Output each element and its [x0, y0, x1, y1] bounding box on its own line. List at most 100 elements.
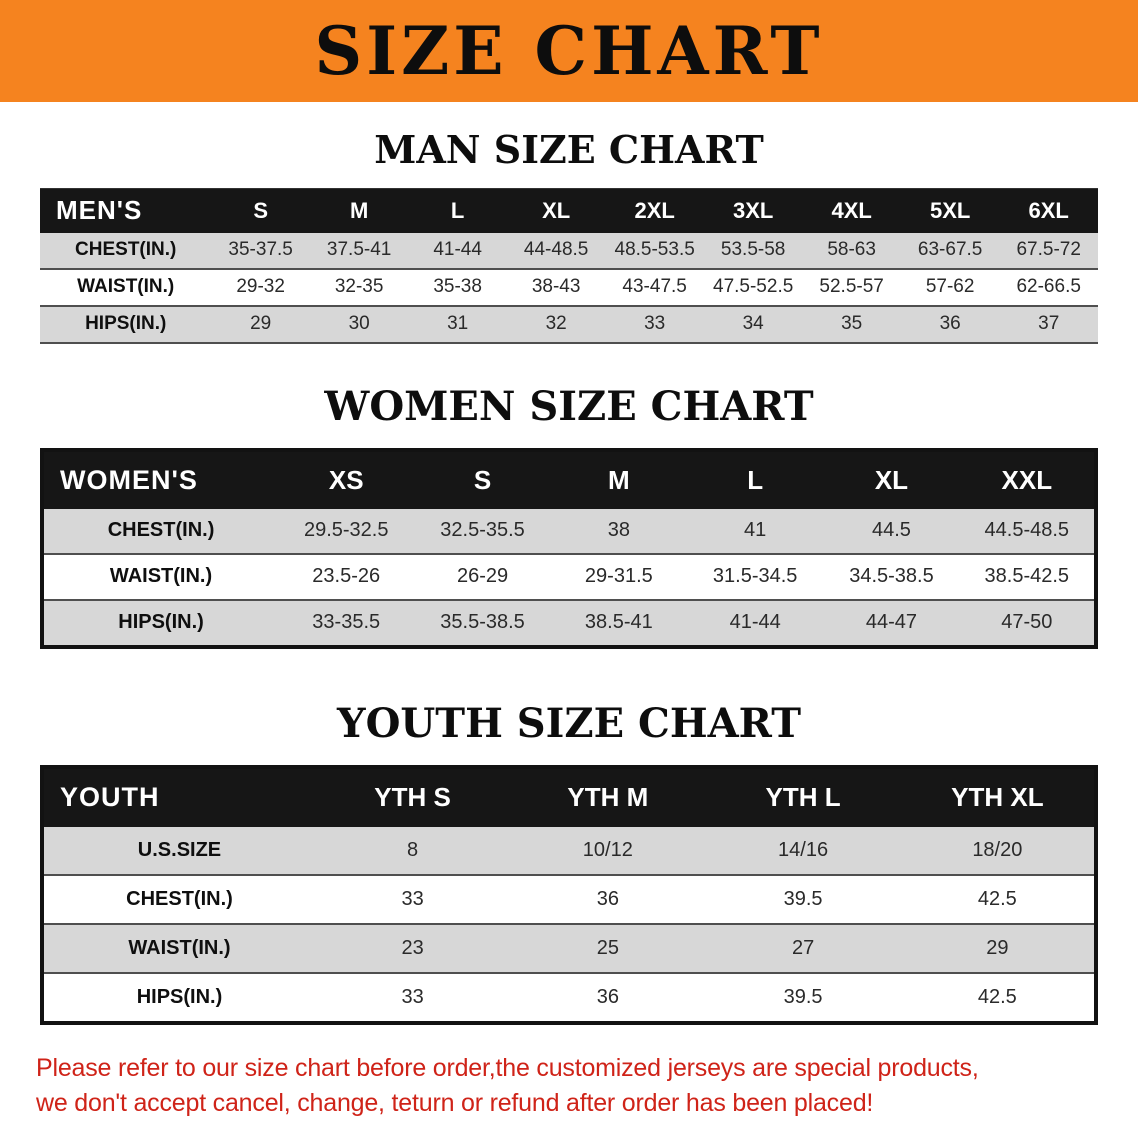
size-header-cell: YTH M	[510, 766, 706, 827]
value-cell: 41-44	[687, 599, 824, 648]
size-header-cell: L	[687, 449, 824, 509]
row-label-cell: CHEST(IN.)	[42, 508, 279, 555]
size-header-cell: YTH L	[705, 766, 901, 827]
row-label-cell: HIPS(IN.)	[42, 599, 279, 648]
table-title-cell: YOUTH	[42, 766, 315, 827]
youth-section-heading: YOUTH SIZE CHART	[337, 699, 801, 747]
value-cell: 62-66.5	[999, 268, 1098, 307]
value-cell: 35-37.5	[211, 232, 310, 270]
value-cell: 47.5-52.5	[703, 268, 803, 307]
value-cell: 34.5-38.5	[823, 553, 960, 601]
row-label-cell: CHEST(IN.)	[42, 874, 315, 925]
value-cell: 42.5	[900, 874, 1096, 925]
size-header-cell: YTH S	[314, 766, 511, 827]
youth-size-section: YOUTH SIZE CHART YOUTH YTH S YTH M YTH L YTH…	[0, 699, 1138, 1025]
value-cell: 33-35.5	[278, 599, 415, 648]
value-cell: 38.5-41	[550, 599, 687, 648]
value-cell: 38-43	[506, 268, 606, 307]
value-cell: 32-35	[309, 268, 409, 307]
table-body: CHEST(IN.) 35-37.5 37.5-41 41-44 44-48.5 48.5…	[40, 232, 1098, 344]
table-title-cell: MEN'S	[40, 188, 212, 233]
value-cell: 36	[510, 972, 706, 1024]
value-cell: 31.5-34.5	[687, 553, 824, 601]
value-cell: 57-62	[900, 268, 1000, 307]
value-cell: 48.5-53.5	[605, 232, 704, 270]
value-cell: 14/16	[705, 826, 901, 876]
table-row: U.S.SIZE 8 10/12 14/16 18/20	[42, 826, 1096, 876]
size-header-cell: 2XL	[605, 188, 704, 233]
size-header-cell: S	[211, 188, 310, 233]
table-header-row: YOUTH YTH S YTH M YTH L YTH XL	[42, 766, 1096, 827]
table-row: WAIST(IN.) 23.5-26 26-29 29-31.5 31.5-34.5 34…	[42, 553, 1096, 601]
women-size-table: WOMEN'S XS S M L XL XXL CHEST(IN.) 29.5-32.5 32.5…	[40, 447, 1098, 649]
value-cell: 35.5-38.5	[414, 599, 551, 648]
men-size-table: MEN'S S M L XL 2XL 3XL 4XL 5XL 6XL CHEST(IN.) 35-37…	[40, 187, 1098, 344]
value-cell: 44-47	[823, 599, 960, 648]
value-cell: 52.5-57	[802, 268, 901, 307]
size-header-cell: XL	[506, 188, 606, 233]
value-cell: 43-47.5	[605, 268, 704, 307]
value-cell: 44.5-48.5	[959, 508, 1096, 555]
value-cell: 38	[550, 508, 687, 555]
table-body: CHEST(IN.) 29.5-32.5 32.5-35.5 38 41 44.5 44.5…	[42, 508, 1096, 648]
size-header-cell: 5XL	[900, 188, 1000, 233]
value-cell: 35-38	[408, 268, 507, 307]
value-cell: 23	[314, 923, 511, 974]
women-table-wrap: WOMEN'S XS S M L XL XXL CHEST(IN.) 29.5-32.5 32.5…	[40, 447, 1098, 649]
size-header-cell: 6XL	[999, 188, 1098, 233]
value-cell: 34	[703, 305, 803, 344]
value-cell: 39.5	[705, 874, 901, 925]
row-label-cell: WAIST(IN.)	[42, 923, 315, 974]
disclaimer-line-2: we don't accept cancel, change, teturn o…	[36, 1089, 874, 1118]
table-header-row: WOMEN'S XS S M L XL XXL	[42, 449, 1096, 509]
men-table-wrap: MEN'S S M L XL 2XL 3XL 4XL 5XL 6XL CHEST(IN.) 35-37…	[40, 187, 1098, 344]
table-row: CHEST(IN.) 35-37.5 37.5-41 41-44 44-48.5 48.5…	[40, 232, 1098, 270]
size-header-cell: 4XL	[802, 188, 901, 233]
size-header-cell: XS	[278, 449, 415, 509]
value-cell: 33	[314, 874, 511, 925]
women-size-section: WOMEN SIZE CHART WOMEN'S XS S M L XL XXL CHEST(…	[0, 382, 1138, 649]
value-cell: 30	[309, 305, 409, 344]
value-cell: 67.5-72	[999, 232, 1098, 270]
value-cell: 53.5-58	[703, 232, 803, 270]
value-cell: 44-48.5	[506, 232, 606, 270]
value-cell: 36	[510, 874, 706, 925]
page-title: SIZE CHART	[314, 12, 824, 90]
value-cell: 58-63	[802, 232, 901, 270]
row-label-cell: WAIST(IN.)	[40, 268, 212, 307]
youth-size-table: YOUTH YTH S YTH M YTH L YTH XL U.S.SIZE 8 10/12…	[40, 764, 1098, 1025]
value-cell: 38.5-42.5	[959, 553, 1096, 601]
table-head: YOUTH YTH S YTH M YTH L YTH XL	[42, 766, 1096, 827]
size-header-cell: XL	[823, 449, 960, 509]
table-row: WAIST(IN.) 29-32 32-35 35-38 38-43 43-47.5 47.…	[40, 268, 1098, 307]
value-cell: 27	[705, 923, 901, 974]
value-cell: 23.5-26	[278, 553, 415, 601]
value-cell: 29-32	[211, 268, 310, 307]
size-header-cell: M	[309, 188, 409, 233]
value-cell: 32	[506, 305, 606, 344]
women-section-heading: WOMEN SIZE CHART	[324, 382, 814, 430]
value-cell: 44.5	[823, 508, 960, 555]
value-cell: 39.5	[705, 972, 901, 1024]
youth-table-wrap: YOUTH YTH S YTH M YTH L YTH XL U.S.SIZE 8 10/12…	[40, 764, 1098, 1025]
disclaimer: Please refer to our size chart before or…	[36, 1051, 1114, 1122]
size-header-cell: M	[550, 449, 687, 509]
table-header-row: MEN'S S M L XL 2XL 3XL 4XL 5XL 6XL	[40, 188, 1098, 233]
table-row: HIPS(IN.) 33 36 39.5 42.5	[42, 972, 1096, 1024]
men-section-heading: MAN SIZE CHART	[374, 127, 764, 172]
value-cell: 47-50	[959, 599, 1096, 648]
value-cell: 37	[999, 305, 1098, 344]
table-row: WAIST(IN.) 23 25 27 29	[42, 923, 1096, 974]
table-body: U.S.SIZE 8 10/12 14/16 18/20 CHEST(IN.) 33 36 39…	[42, 826, 1096, 1024]
value-cell: 33	[605, 305, 704, 344]
value-cell: 18/20	[900, 826, 1096, 876]
value-cell: 63-67.5	[900, 232, 1000, 270]
table-row: HIPS(IN.) 29 30 31 32 33 34 35 36 37	[40, 305, 1098, 344]
table-head: MEN'S S M L XL 2XL 3XL 4XL 5XL 6XL	[40, 188, 1098, 233]
row-label-cell: HIPS(IN.)	[42, 972, 315, 1024]
row-label-cell: U.S.SIZE	[42, 826, 315, 876]
value-cell: 41-44	[408, 232, 507, 270]
value-cell: 42.5	[900, 972, 1096, 1024]
value-cell: 32.5-35.5	[414, 508, 551, 555]
